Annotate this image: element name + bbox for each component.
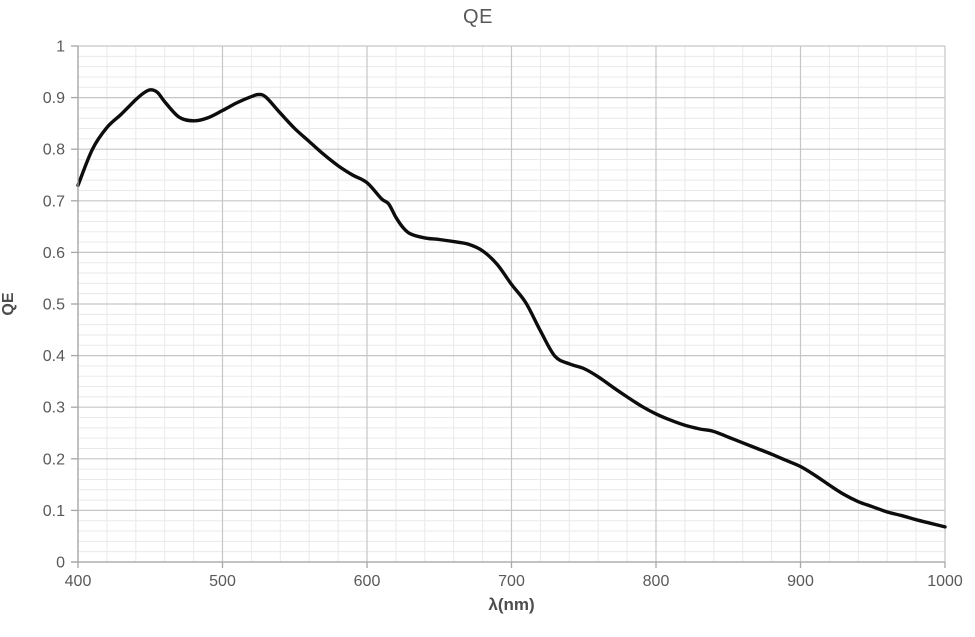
tick-labels: 400 500 600 700 800 900 1000 0 0.1 0.2 0.3 0.4 0.5 0.…: [43, 39, 963, 591]
x-tick-label: 800: [643, 573, 670, 590]
series-line: [76, 88, 947, 529]
y-tick-label: 0.3: [43, 400, 65, 417]
x-tick-label: 700: [498, 573, 525, 590]
x-axis-title: λ(nm): [488, 595, 535, 614]
y-tick-label: 0.8: [43, 142, 65, 159]
axis-ticks: [71, 45, 946, 568]
y-tick-label: 0.5: [43, 297, 65, 314]
x-tick-label: 900: [787, 573, 814, 590]
y-axis-title: QE: [0, 292, 17, 316]
x-tick-label: 500: [209, 573, 236, 590]
y-tick-label: 0.4: [43, 348, 65, 365]
y-tick-label: 0.6: [43, 245, 65, 262]
y-tick-label: 0.1: [43, 503, 65, 520]
chart-title: QE: [463, 6, 493, 28]
y-tick-label: 1: [56, 39, 65, 56]
x-tick-label: 400: [65, 573, 92, 590]
y-tick-label: 0.7: [43, 193, 65, 210]
qe-series-curve: [76, 88, 947, 529]
y-tick-label: 0: [56, 555, 65, 572]
x-tick-label: 600: [354, 573, 381, 590]
x-tick-label: 1000: [927, 573, 963, 590]
y-tick-label: 0.9: [43, 90, 65, 107]
y-tick-label: 0.2: [43, 451, 65, 468]
gridlines-major: [77, 45, 946, 563]
